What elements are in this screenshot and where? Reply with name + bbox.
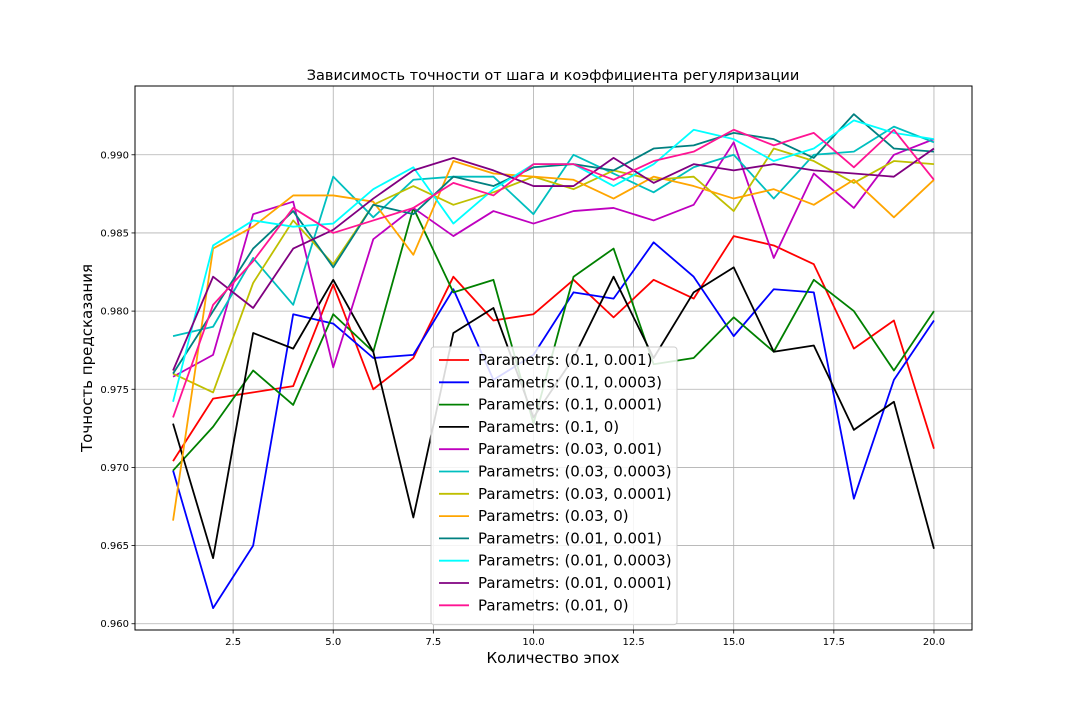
x-tick-label: 2.5 — [225, 637, 241, 648]
y-axis-label: Точность предсказания — [78, 264, 96, 453]
legend-label: Parametrs: (0.03, 0.001) — [478, 440, 662, 458]
legend-label: Parametrs: (0.01, 0.001) — [478, 529, 662, 547]
y-tick-label: 0.985 — [100, 228, 129, 239]
x-tick-label: 20.0 — [923, 637, 945, 648]
x-tick-label: 10.0 — [522, 637, 544, 648]
chart-title: Зависимость точности от шага и коэффицие… — [307, 68, 800, 84]
y-tick-label: 0.980 — [100, 307, 129, 318]
series-line-8 — [172, 160, 935, 521]
x-tick-label: 17.5 — [823, 637, 845, 648]
x-tick-label: 15.0 — [723, 637, 745, 648]
x-tick-label: 7.5 — [425, 637, 441, 648]
x-tick-label: 12.5 — [622, 637, 644, 648]
legend-label: Parametrs: (0.1, 0.001) — [478, 351, 653, 369]
y-tick-label: 0.965 — [100, 541, 129, 552]
y-tick-label: 0.990 — [100, 150, 129, 161]
series-line-11 — [172, 147, 935, 371]
legend-label: Parametrs: (0.1, 0.0003) — [478, 373, 662, 391]
legend-label: Parametrs: (0.03, 0.0003) — [478, 463, 672, 481]
plot-frame — [134, 85, 973, 631]
legend-label: Parametrs: (0.1, 0) — [478, 418, 619, 436]
series-line-9 — [172, 113, 935, 375]
x-axis-label: Количество эпох — [486, 649, 619, 667]
series-line-7 — [172, 147, 935, 394]
y-tick-label: 0.970 — [100, 463, 129, 474]
series-line-12 — [172, 128, 935, 418]
legend-label: Parametrs: (0.03, 0.0001) — [478, 485, 672, 503]
legend-box — [430, 346, 678, 626]
x-tick-label: 5.0 — [325, 637, 341, 648]
axis-ticks: 2.5 5.0 7.5 10.0 12.5 15.0 17.5 20.0 0.960 0.965 0… — [100, 150, 945, 648]
legend-label: Parametrs: (0.03, 0) — [478, 507, 629, 525]
legend: Parametrs: (0.1, 0.001) Parametrs: (0.1, … — [430, 346, 678, 626]
y-tick-label: 0.960 — [100, 619, 129, 630]
legend-label: Parametrs: (0.01, 0) — [478, 596, 629, 614]
series-line-6 — [172, 125, 935, 337]
series-line-5 — [172, 138, 935, 378]
legend-label: Parametrs: (0.01, 0.0003) — [478, 552, 672, 570]
legend-label: Parametrs: (0.01, 0.0001) — [478, 574, 672, 592]
legend-label: Parametrs: (0.1, 0.0001) — [478, 396, 662, 414]
series-line-1 — [172, 235, 935, 462]
y-tick-label: 0.975 — [100, 385, 129, 396]
